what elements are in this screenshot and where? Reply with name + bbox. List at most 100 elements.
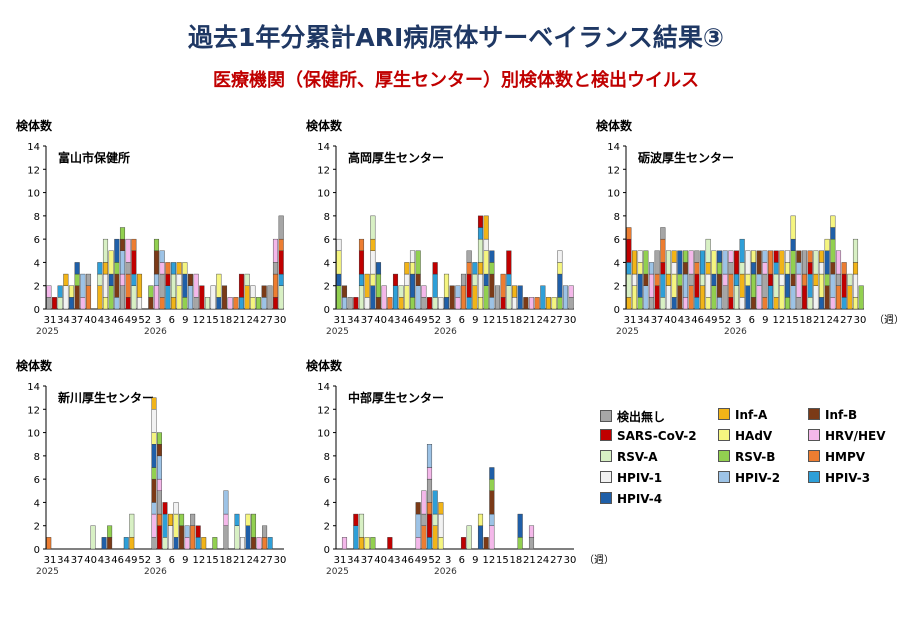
bar-segment [212,537,218,550]
legend-label: HPIV-3 [825,471,871,485]
bar-segment [671,262,677,275]
bar-segment [489,490,495,515]
x-tick-label: 27 [260,315,273,326]
x-tick-label: 40 [374,555,387,566]
bar-segment [665,250,672,275]
bar-segment [722,273,728,286]
bar-segment [489,478,495,491]
bar-segment [756,273,762,286]
bar-segment [773,273,779,298]
bar-segment [631,273,638,286]
x-tick-label: 15 [786,315,799,326]
bar-segment [847,273,853,286]
bar-segment [370,250,376,275]
bar-segment [506,250,512,275]
legend-label: HMPV [825,450,866,464]
x-tick-label: 37 [71,315,84,326]
bar-segment [421,513,427,526]
x-tick-label: 12 [482,315,495,326]
bar-segment [801,285,808,310]
bar-segment [694,297,700,310]
x-tick-label: 27 [840,315,853,326]
legend-label: HPIV-1 [617,471,663,485]
bar-segment [347,297,353,310]
bar-segment [483,238,489,251]
bar-segment [773,297,779,310]
bar-segment [807,273,813,298]
bar-segment [489,262,495,275]
y-axis-label: 検体数 [306,118,343,133]
legend-label: Inf-A [735,408,768,422]
bar-segment [272,238,279,263]
bar-segment [477,238,484,263]
x-tick-label: 46 [401,315,414,326]
bar-segment [278,238,284,251]
bar-segment [421,490,427,515]
bar-segment [148,285,154,298]
y-tick-label: 0 [324,545,330,556]
year-label: 2025 [616,327,639,337]
page-title: 過去1年分累計ARI病原体サーベイランス結果③ [188,23,724,52]
bar-segment [409,297,416,310]
legend-swatch [600,410,612,422]
bar-segment [262,537,268,550]
bar-segment [195,525,201,538]
legend-label: SARS-CoV-2 [617,429,697,443]
bar-segment [131,285,137,310]
bar-segment [733,285,740,310]
bar-segment [358,238,365,251]
x-tick-label: 30 [854,315,867,326]
legend-item: HPIV-4 [600,492,662,506]
x-tick-label: 37 [651,315,664,326]
bar-segment [813,273,819,286]
bar-segment [97,262,103,275]
bar-segment [784,297,791,310]
bar-segment [818,250,825,263]
bar-segment [184,525,190,538]
bar-segment [477,273,484,298]
y-tick-label: 12 [317,405,330,416]
bar-segment [660,297,666,310]
bar-segment [472,262,478,275]
legend-item: RSV-B [718,450,775,464]
bar-segment [818,297,825,310]
bar-segment [801,273,808,286]
bar-segment [182,262,188,275]
bar-segment [353,297,359,310]
bar-segment [773,262,779,275]
bar-segment [256,537,262,550]
bar-segment [119,273,126,286]
chart-title: 中部厚生センター [348,390,444,405]
chart-title: 砺波厚生センター [638,150,734,165]
x-axis-unit-label: （週） [584,554,614,566]
bar-segment [216,297,222,310]
bar-segment [739,238,745,263]
bar-segment [637,262,643,275]
x-tick-label: 12 [192,315,205,326]
bar-segment [151,467,157,480]
bar-segment [511,285,518,298]
bar-segment [671,250,677,263]
bar-segment [131,273,137,286]
bar-segment [528,537,535,550]
year-label: 2026 [434,327,457,337]
bar-segment [728,250,734,263]
bar-segment [123,537,129,550]
bar-segment [660,238,666,263]
x-tick-label: 31 [334,315,347,326]
bar-segment [767,285,774,310]
bar-segment [528,525,535,538]
bar-segment [97,285,103,310]
bar-segment [421,525,427,550]
bar-segment [801,250,808,275]
legend-item: Inf-A [718,408,767,422]
bar-segment [705,273,711,298]
bar-segment [830,297,836,310]
bar-segment [626,273,632,298]
bar-segment [240,537,245,550]
bar-segment [210,285,216,310]
bar-segment [773,250,779,263]
bar-segment [364,537,370,550]
x-tick-label: 34 [347,555,360,566]
bar-segment [341,537,348,550]
